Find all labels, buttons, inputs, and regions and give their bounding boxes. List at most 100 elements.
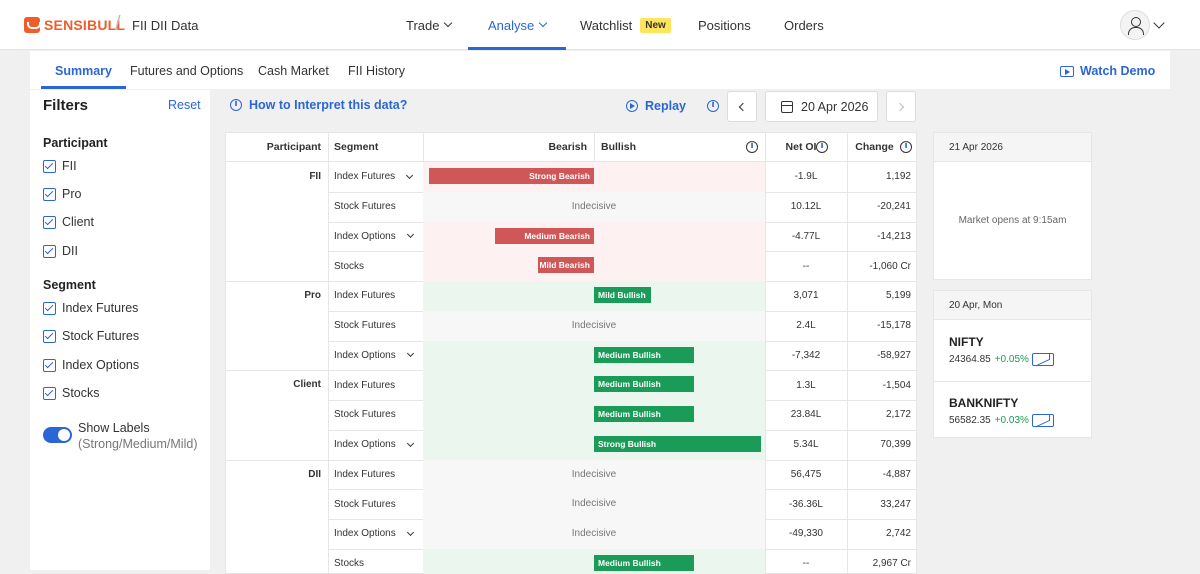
reset-button[interactable]: Reset: [168, 98, 201, 112]
replay-info-icon[interactable]: [707, 100, 719, 112]
previous-date-button[interactable]: [727, 91, 757, 122]
table-row: Index Options Medium Bearish -4.77L -14,213: [226, 221, 916, 252]
participant-checkbox-fii[interactable]: FII: [43, 159, 77, 173]
segment-checkbox-index-futures[interactable]: Index Futures: [43, 301, 138, 315]
index-value: 24364.85: [949, 354, 991, 365]
checkbox-checked-icon: [43, 244, 56, 258]
chevron-down-icon: [444, 18, 453, 28]
chevron-down-icon[interactable]: [406, 439, 414, 447]
nav-trade-label: Trade: [406, 17, 440, 33]
indecisive-label: Indecisive: [571, 200, 617, 212]
sentiment-info-icon[interactable]: [746, 141, 758, 153]
sensibull-logo[interactable]: SENSIBULL: [24, 15, 125, 35]
change-value: 2,742: [885, 528, 911, 540]
net-oi-value: 10.12L: [790, 201, 822, 213]
brand-name: SENSIBULL: [44, 17, 126, 33]
header-divider: [226, 161, 916, 162]
segment-cell: Stock Futures: [334, 192, 396, 222]
checkbox-checked-icon: [43, 358, 56, 372]
segment-name: Stock Futures: [334, 409, 396, 421]
net-oi-value: -36.36L: [789, 498, 823, 510]
tab-futures-and-options[interactable]: Futures and Options: [130, 64, 244, 78]
show-labels-text: Show Labels (Strong/Medium/Mild): [78, 420, 197, 452]
index-value-row: 56582.35 +0.03%: [949, 414, 1054, 427]
user-avatar-icon[interactable]: [1120, 10, 1150, 40]
nav-watchlist[interactable]: Watchlist New: [580, 0, 671, 50]
segment-cell: Index Futures: [334, 281, 395, 311]
nav-orders[interactable]: Orders: [784, 0, 824, 50]
participant-name: Client: [293, 379, 321, 391]
segment-checkbox-stocks[interactable]: Stocks: [43, 386, 100, 400]
bullish-bar: Strong Bullish: [594, 435, 761, 452]
index-name-nifty[interactable]: NIFTY: [949, 335, 984, 349]
chevron-down-icon[interactable]: [406, 350, 414, 358]
top-navigation-bar: SENSIBULL / FII DII Data Trade Analyse Wat…: [0, 0, 1200, 50]
segment-cell[interactable]: Index Options: [334, 519, 414, 549]
segment-name: Index Futures: [334, 379, 396, 391]
change-info-icon[interactable]: [900, 141, 912, 153]
change-value: 1,192: [885, 171, 911, 183]
how-to-interpret-link[interactable]: How to Interpret this data?: [230, 98, 407, 112]
nav-positions[interactable]: Positions: [698, 0, 751, 50]
participant-checkbox-pro[interactable]: Pro: [43, 187, 81, 201]
show-labels-toggle[interactable]: [43, 427, 72, 443]
segment-cell[interactable]: Index Options: [334, 341, 414, 371]
date-picker[interactable]: 20 Apr 2026: [765, 91, 878, 122]
segment-name: Index Futures: [334, 468, 396, 480]
segment-name: Index Options: [334, 439, 396, 451]
net-oi-value: -49,330: [789, 528, 823, 540]
sub-navigation-tabs: Summary Futures and Options Cash Market FII…: [30, 51, 1170, 89]
trend-chart-icon[interactable]: [1031, 353, 1054, 366]
tab-cash-market[interactable]: Cash Market: [258, 64, 329, 78]
filters-title: Filters: [43, 97, 89, 114]
participant-checkbox-dii[interactable]: DII: [43, 244, 78, 258]
segment-cell[interactable]: Index Options: [334, 222, 414, 252]
indecisive-label: Indecisive: [571, 528, 617, 539]
sensibull-logo-icon: [24, 17, 41, 33]
net-oi-value: 56,475: [790, 468, 822, 480]
segment-name: Index Options: [334, 349, 396, 361]
indecisive-label: Indecisive: [571, 319, 617, 331]
chevron-down-icon[interactable]: [1153, 17, 1165, 29]
participant-checkbox-client[interactable]: Client: [43, 215, 94, 229]
change-value: 5,199: [885, 290, 911, 302]
header-change: Change: [855, 141, 894, 153]
trend-chart-icon[interactable]: [1031, 414, 1054, 427]
segment-name: Stock Futures: [334, 320, 396, 332]
sentiment-zone: Indecisive: [423, 519, 765, 549]
segment-checkbox-index-options[interactable]: Index Options: [43, 358, 139, 372]
tab-summary[interactable]: Summary: [41, 51, 126, 89]
segment-checkbox-stock-futures[interactable]: Stock Futures: [43, 329, 139, 343]
participant-name: DII: [308, 468, 321, 480]
segment-cell[interactable]: Index Futures: [334, 162, 414, 192]
chevron-down-icon[interactable]: [406, 171, 414, 179]
segment-cell[interactable]: Index Options: [334, 430, 414, 460]
column-divider: [847, 133, 848, 573]
change-value: -14,213: [877, 230, 911, 242]
header-participant: Participant: [266, 141, 321, 153]
chevron-down-icon[interactable]: [406, 528, 414, 536]
sentiment-zone: [423, 221, 765, 252]
segment-name: Index Futures: [334, 290, 396, 302]
tab-fii-history[interactable]: FII History: [348, 64, 405, 78]
nav-orders-label: Orders: [784, 17, 824, 33]
change-value: 2,967 Cr: [872, 558, 911, 570]
selected-date: 20 Apr 2026: [801, 99, 869, 114]
market-open-message: Market opens at 9:15am: [958, 215, 1067, 226]
segment-label: Index Options: [62, 358, 140, 372]
chevron-left-icon: [738, 102, 748, 112]
nav-trade[interactable]: Trade: [406, 0, 453, 50]
net-oi-info-icon[interactable]: [816, 141, 828, 153]
next-day-card: 21 Apr 2026 Market opens at 9:15am: [933, 132, 1092, 280]
nav-analyse-label: Analyse: [488, 17, 535, 33]
segment-label: Index Futures: [62, 301, 139, 315]
index-name-banknifty[interactable]: BANKNIFTY: [949, 396, 1019, 410]
watch-demo-button[interactable]: Watch Demo: [1060, 64, 1155, 78]
nav-analyse[interactable]: Analyse: [467, 0, 567, 50]
next-date-button[interactable]: [886, 91, 916, 122]
table-row: Stocks Mild Bearish -- -1,060 Cr: [226, 251, 916, 281]
info-icon: [230, 99, 242, 111]
chevron-down-icon[interactable]: [406, 231, 414, 239]
table-row: Index Options Strong Bullish 5.34L 70,399: [226, 429, 916, 460]
replay-button[interactable]: Replay: [626, 99, 686, 113]
